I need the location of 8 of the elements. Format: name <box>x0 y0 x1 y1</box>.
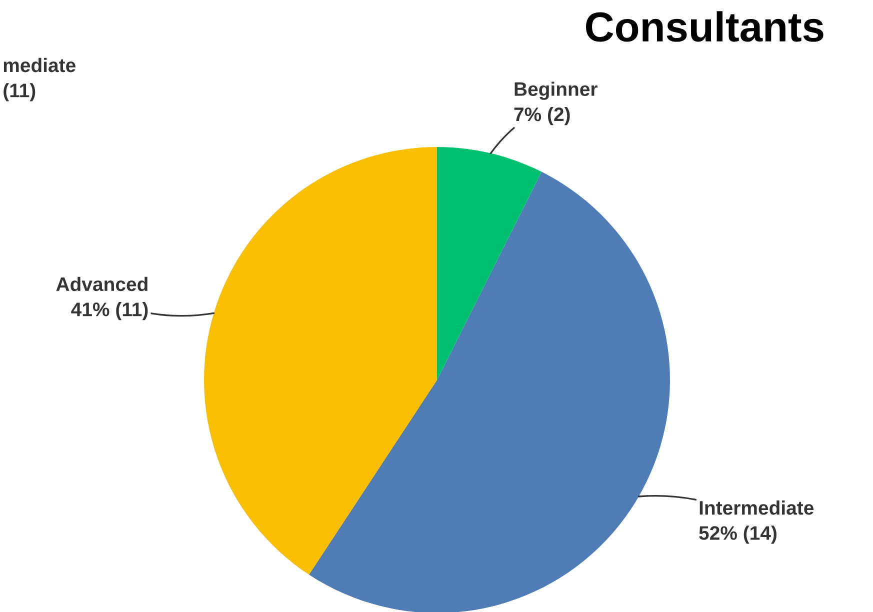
chart-title: Consultants <box>586 11 824 42</box>
slice-label: Beginner <box>514 82 598 100</box>
slice-label: Intermediate <box>700 500 814 515</box>
text: mediate (11) <box>4 58 76 102</box>
data-label: 52% (14) <box>699 526 776 544</box>
slice-label: Advanced <box>56 276 148 292</box>
data-label: 41% (11) <box>71 302 148 320</box>
data-label: 7% (2) <box>514 106 570 126</box>
